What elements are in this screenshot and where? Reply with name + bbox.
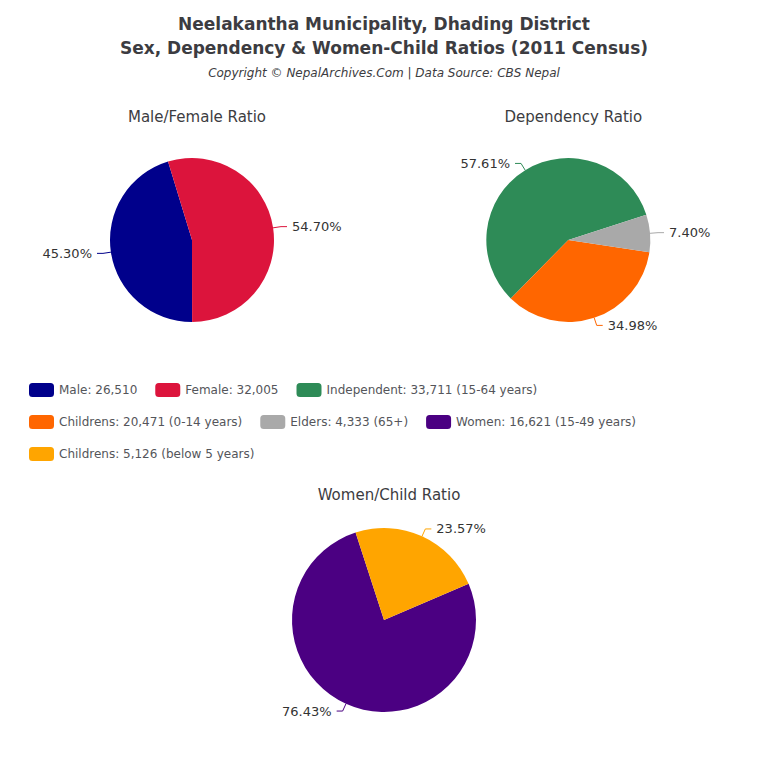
svg-text:7.40%: 7.40%: [669, 225, 710, 240]
svg-text:57.61%: 57.61%: [460, 156, 510, 171]
svg-text:Childrens: 5,126 (below 5 year: Childrens: 5,126 (below 5 years): [59, 447, 254, 461]
svg-text:Dependency Ratio: Dependency Ratio: [504, 108, 642, 126]
svg-text:76.43%: 76.43%: [282, 704, 332, 719]
svg-text:Neelakantha Municipality, Dhad: Neelakantha Municipality, Dhading Distri…: [178, 14, 590, 34]
svg-text:Independent: 33,711 (15-64 yea: Independent: 33,711 (15-64 years): [327, 383, 538, 397]
svg-text:23.57%: 23.57%: [436, 521, 486, 536]
svg-text:45.30%: 45.30%: [42, 246, 92, 261]
svg-text:Female: 32,005: Female: 32,005: [185, 383, 278, 397]
svg-text:34.98%: 34.98%: [608, 318, 658, 333]
svg-text:Male/Female Ratio: Male/Female Ratio: [128, 108, 266, 126]
svg-text:Women: 16,621 (15-49 years): Women: 16,621 (15-49 years): [456, 415, 636, 429]
svg-text:Sex, Dependency & Women-Child: Sex, Dependency & Women-Child Ratios (20…: [120, 38, 648, 58]
svg-text:54.70%: 54.70%: [292, 219, 342, 234]
svg-text:Copyright © NepalArchives.Com: Copyright © NepalArchives.Com | Data Sou…: [208, 66, 560, 80]
svg-text:Male: 26,510: Male: 26,510: [59, 383, 137, 397]
svg-text:Women/Child Ratio: Women/Child Ratio: [318, 486, 461, 504]
svg-text:Childrens: 20,471 (0-14 years): Childrens: 20,471 (0-14 years): [59, 415, 242, 429]
svg-text:Elders: 4,333 (65+): Elders: 4,333 (65+): [290, 415, 408, 429]
